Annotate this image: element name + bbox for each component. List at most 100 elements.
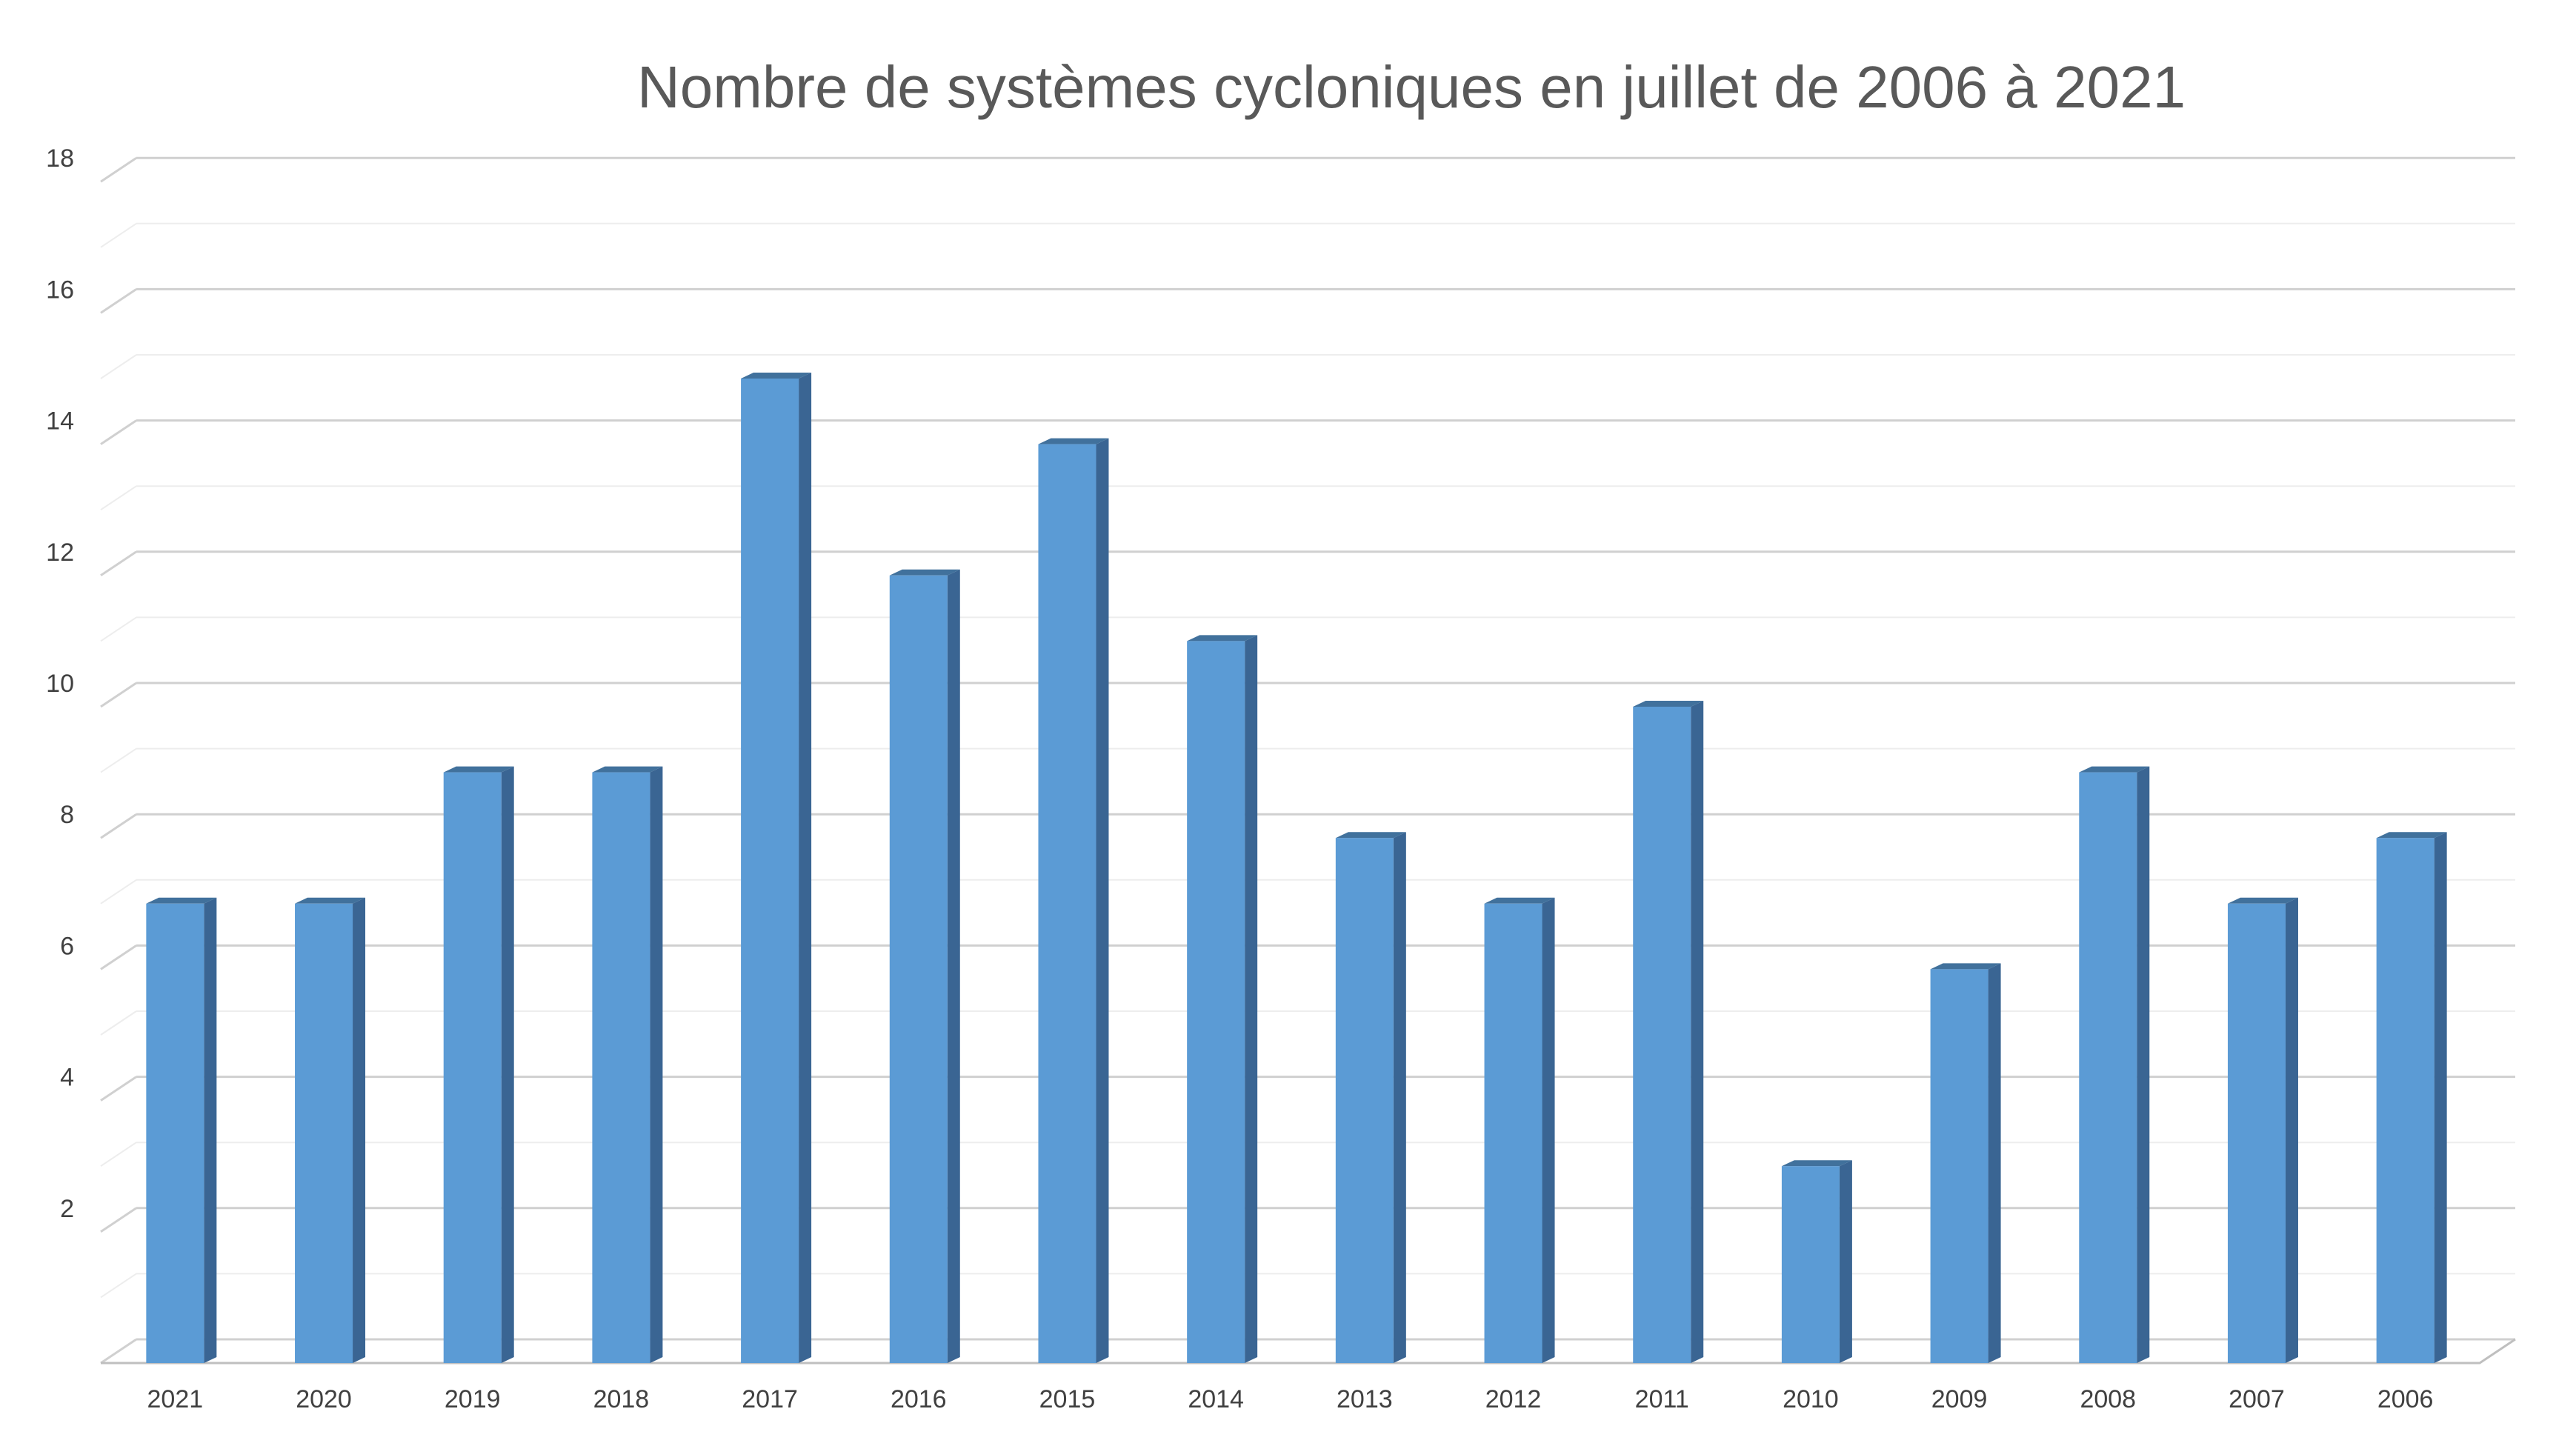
bar-top-face xyxy=(741,373,812,379)
bar-side-face xyxy=(2434,832,2447,1363)
side-wall-gridline xyxy=(100,156,137,183)
bar-front-face xyxy=(1930,969,1988,1363)
x-tick-label: 2006 xyxy=(2377,1385,2434,1413)
bar-front-face xyxy=(146,903,204,1363)
bar-top-face xyxy=(2227,897,2298,904)
bar-2011 xyxy=(1633,701,1704,1363)
bar-side-face xyxy=(501,766,514,1363)
x-tick-label: 2013 xyxy=(1337,1385,1393,1413)
bar-top-face xyxy=(1633,701,1704,707)
side-wall-gridline xyxy=(100,222,137,248)
bar-top-face xyxy=(889,569,960,576)
y-tick-label: 18 xyxy=(46,144,74,173)
x-tick-label: 2018 xyxy=(593,1385,650,1413)
bar-front-face xyxy=(443,772,502,1363)
x-tick-label: 2020 xyxy=(296,1385,352,1413)
bar-top-face xyxy=(295,897,366,904)
side-wall-gridline xyxy=(100,1273,137,1299)
x-tick-label: 2016 xyxy=(891,1385,947,1413)
y-tick-label: 12 xyxy=(46,539,74,567)
bar-front-face xyxy=(1633,707,1691,1363)
bar-top-face xyxy=(2376,832,2447,839)
bar-2019 xyxy=(443,766,514,1363)
bar-side-face xyxy=(353,897,366,1363)
side-wall-gridline xyxy=(100,944,137,970)
bar-side-face xyxy=(650,766,663,1363)
y-tick-label: 14 xyxy=(46,407,74,436)
bar-side-face xyxy=(799,373,812,1363)
bar-2017 xyxy=(741,373,812,1363)
bar-top-face xyxy=(1335,832,1406,839)
side-wall-gridline xyxy=(100,419,137,445)
bar-2008 xyxy=(2079,766,2150,1363)
bar-front-face xyxy=(1335,838,1394,1363)
bar-front-face xyxy=(2079,772,2137,1363)
y-tick-label: 6 xyxy=(60,932,74,960)
bar-front-face xyxy=(889,575,948,1363)
y-axis-ticks: 2 4 6 8 10 12 14 16 18 xyxy=(46,144,74,1223)
x-tick-label: 2007 xyxy=(2229,1385,2285,1413)
bar-2016 xyxy=(889,569,960,1363)
bar-side-face xyxy=(1542,897,1555,1363)
side-wall-gridline xyxy=(100,616,137,642)
x-axis-ticks: 2021 2020 2019 2018 2017 2016 2015 2014 2013 2012… xyxy=(147,1385,2434,1413)
x-tick-label: 2009 xyxy=(1931,1385,1988,1413)
side-wall-gridline xyxy=(100,879,137,904)
y-tick-label: 2 xyxy=(60,1195,74,1223)
x-tick-label: 2012 xyxy=(1485,1385,1542,1413)
bar-front-face xyxy=(2227,903,2286,1363)
chart-title: Nombre de systèmes cycloniques en juille… xyxy=(637,54,2186,120)
side-wall-gridline xyxy=(100,1010,137,1036)
bar-2006 xyxy=(2376,832,2447,1363)
x-tick-label: 2015 xyxy=(1039,1385,1096,1413)
side-wall-gridline xyxy=(100,550,137,577)
x-tick-label: 2010 xyxy=(1783,1385,1839,1413)
bar-top-face xyxy=(443,766,514,773)
bar-2020 xyxy=(295,897,366,1363)
bar-2007 xyxy=(2227,897,2298,1363)
y-tick-label: 10 xyxy=(46,670,74,698)
bars xyxy=(146,373,2447,1363)
bar-top-face xyxy=(146,897,217,904)
bar-top-face xyxy=(592,766,663,773)
bar-front-face xyxy=(741,379,799,1363)
bar-front-face xyxy=(1484,903,1542,1363)
x-tick-label: 2011 xyxy=(1635,1385,1689,1413)
x-tick-label: 2014 xyxy=(1188,1385,1244,1413)
bar-side-face xyxy=(1096,438,1109,1363)
bar-side-face xyxy=(1245,635,1258,1363)
bar-2014 xyxy=(1187,635,1258,1363)
bar-top-face xyxy=(1781,1160,1852,1167)
side-wall-gridline xyxy=(100,1076,137,1102)
bar-front-face xyxy=(592,772,650,1363)
x-tick-label: 2017 xyxy=(742,1385,798,1413)
side-wall-gridline xyxy=(100,354,137,379)
y-tick-label: 8 xyxy=(60,801,74,829)
side-wall-gridline xyxy=(100,682,137,708)
bar-2021 xyxy=(146,897,217,1363)
bar-top-face xyxy=(1484,897,1555,904)
bar-front-face xyxy=(1038,444,1096,1363)
bar-side-face xyxy=(947,569,960,1363)
bar-side-face xyxy=(204,897,217,1363)
bar-top-face xyxy=(1187,635,1258,642)
x-tick-label: 2021 xyxy=(147,1385,204,1413)
y-tick-label: 16 xyxy=(46,276,74,304)
side-wall-gridline xyxy=(100,288,137,314)
bar-2009 xyxy=(1930,963,2001,1363)
bar-top-face xyxy=(1930,963,2001,970)
bar-top-face xyxy=(2079,766,2150,773)
bar-front-face xyxy=(295,903,353,1363)
bar-front-face xyxy=(1187,641,1245,1363)
bar-2015 xyxy=(1038,438,1109,1363)
bar-side-face xyxy=(1393,832,1406,1363)
bar-side-face xyxy=(1691,701,1704,1363)
side-wall-gridline xyxy=(100,813,137,839)
side-wall-gridline xyxy=(100,1142,137,1167)
side-wall-gridline xyxy=(100,485,137,511)
bar-side-face xyxy=(1988,963,2001,1363)
bar-2012 xyxy=(1484,897,1555,1363)
bar-2010 xyxy=(1781,1160,1852,1363)
